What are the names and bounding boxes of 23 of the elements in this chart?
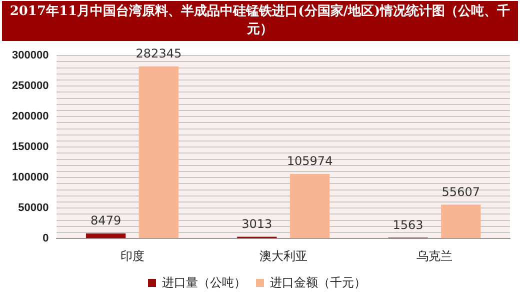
x-tick-label: 澳大利亚 [259, 249, 308, 264]
data-label: 282345 [136, 46, 182, 60]
legend-label: 进口金额（千元） [270, 275, 366, 290]
y-tick-label: 150000 [12, 141, 49, 154]
legend-label: 进口量（公吨） [162, 275, 246, 290]
x-tick-label: 乌克兰 [416, 249, 452, 264]
data-label: 55607 [442, 184, 480, 199]
data-label: 1563 [392, 218, 424, 232]
bar [441, 204, 481, 238]
y-tick-label: 50000 [18, 202, 49, 214]
bar [290, 174, 330, 238]
data-label: 3013 [242, 216, 272, 231]
bar [138, 66, 179, 238]
y-tick-label: 300000 [12, 50, 49, 62]
bar [86, 233, 126, 238]
y-tick-label: 100000 [12, 172, 49, 184]
data-label: 105974 [286, 154, 333, 168]
chart-title: 2017年11月中国台湾原料、半成品中硅锰铁进口(分国家/地区)情况统计图（公吨、千元） [2, 1, 518, 41]
data-label: 8479 [90, 214, 122, 228]
y-tick-label: 200000 [12, 110, 49, 123]
y-tick-label: 0 [42, 232, 49, 245]
y-tick-label: 250000 [12, 80, 49, 92]
x-tick-label: 印度 [120, 249, 144, 264]
